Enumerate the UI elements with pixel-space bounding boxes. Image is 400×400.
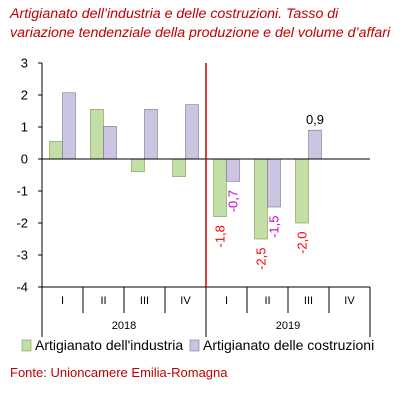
bar-industria-3 <box>172 158 186 177</box>
legend-label-costruzioni: Artigianato delle costruzioni <box>203 337 374 353</box>
data-label: -2,0 <box>295 232 310 254</box>
y-tick-label: -2 <box>16 216 28 231</box>
bar-costruzioni-6 <box>308 129 322 160</box>
y-tick-label: -3 <box>16 248 28 263</box>
data-label: -1,8 <box>213 225 228 247</box>
legend-swatch-costruzioni <box>189 339 200 352</box>
y-tick-label: 3 <box>21 56 28 71</box>
y-tick-label: 2 <box>21 88 28 103</box>
bar-costruzioni-2 <box>144 109 158 160</box>
bar-costruzioni-1 <box>103 126 117 160</box>
x-tick-label: II <box>264 295 270 307</box>
x-tick-label: II <box>100 295 106 307</box>
x-tick-label: I <box>61 295 64 307</box>
x-tick-label: I <box>225 295 228 307</box>
bar-costruzioni-4 <box>226 158 240 182</box>
bar-costruzioni-3 <box>185 104 199 160</box>
bar-industria-0 <box>49 141 63 160</box>
y-tick-label: -1 <box>16 184 28 199</box>
y-tick-label: -4 <box>16 280 28 295</box>
bar-costruzioni-5 <box>267 158 281 208</box>
bar-industria-1 <box>90 109 104 160</box>
year-label: 2018 <box>112 320 136 332</box>
legend-swatch-industria <box>21 339 32 352</box>
bar-industria-2 <box>131 158 145 173</box>
x-tick-label: III <box>304 295 313 307</box>
y-tick-label: 0 <box>21 152 28 167</box>
bar-costruzioni-0 <box>62 92 76 160</box>
x-tick-label: IV <box>344 295 355 307</box>
data-label: 0,9 <box>306 112 324 127</box>
x-tick-label: IV <box>180 295 191 307</box>
bar-industria-6 <box>295 158 309 224</box>
chart-title: Artigianato dell’industria e delle costr… <box>10 6 391 41</box>
legend-label-industria: Artigianato dell'industria <box>35 337 183 353</box>
year-label: 2019 <box>276 320 300 332</box>
data-label: -1,5 <box>267 216 282 238</box>
x-tick-label: III <box>140 295 149 307</box>
source-note: Fonte: Unioncamere Emilia-Romagna <box>10 365 228 380</box>
data-label: -2,5 <box>254 248 269 270</box>
y-tick-label: 1 <box>21 120 28 135</box>
data-label: -0,7 <box>226 190 241 212</box>
